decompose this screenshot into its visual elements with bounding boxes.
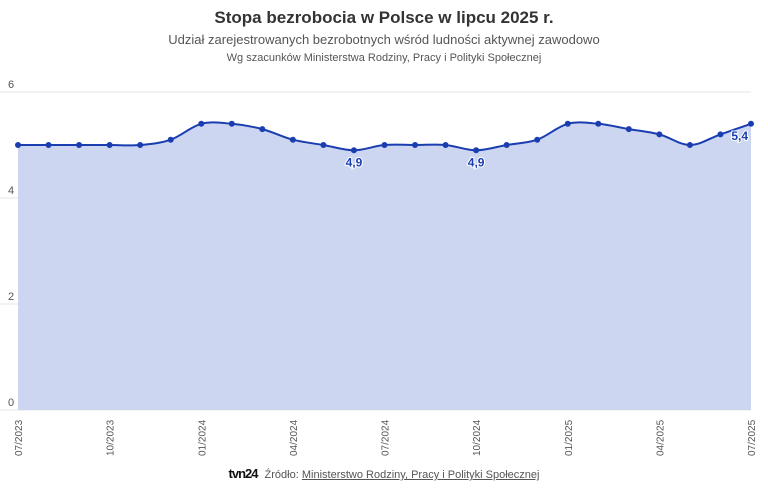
data-label: 4,9 bbox=[468, 155, 485, 169]
data-point bbox=[228, 120, 235, 127]
x-tick-label: 10/2023 bbox=[106, 419, 117, 456]
data-point bbox=[167, 136, 174, 143]
area-fill bbox=[18, 122, 751, 411]
data-point bbox=[198, 120, 205, 127]
footer: tvn24 Źródło: Ministerstwo Rodziny, Prac… bbox=[0, 466, 768, 481]
data-point bbox=[686, 142, 693, 148]
chart-note: Wg szacunków Ministerstwa Rodziny, Pracy… bbox=[226, 52, 542, 64]
data-point bbox=[289, 136, 296, 143]
y-tick-label: 0 bbox=[8, 397, 14, 409]
data-point bbox=[717, 131, 724, 138]
x-tick-label: 01/2025 bbox=[564, 419, 575, 456]
chart-title: Stopa bezrobocia w Polsce w lipcu 2025 r… bbox=[214, 8, 554, 27]
data-point bbox=[656, 131, 663, 138]
data-point bbox=[259, 126, 266, 133]
data-point bbox=[320, 142, 327, 148]
y-tick-label: 6 bbox=[8, 79, 14, 91]
x-tick-label: 07/2025 bbox=[747, 419, 758, 456]
source-link[interactable]: Ministerstwo Rodziny, Pracy i Polityki S… bbox=[301, 469, 540, 481]
x-tick-label: 01/2024 bbox=[197, 419, 208, 456]
data-point bbox=[442, 142, 449, 148]
data-point bbox=[45, 142, 52, 148]
data-point bbox=[748, 120, 754, 127]
data-point bbox=[564, 120, 571, 127]
data-label: 4,9 bbox=[346, 155, 363, 169]
chart-subtitle: Udział zarejestrowanych bezrobotnych wśr… bbox=[168, 32, 600, 47]
data-label: 5,4 bbox=[731, 129, 748, 143]
data-point bbox=[534, 136, 541, 143]
data-point bbox=[15, 142, 21, 148]
source-label: Źródło: bbox=[264, 469, 299, 481]
x-tick-label: 07/2024 bbox=[381, 419, 392, 456]
x-tick-label: 04/2025 bbox=[655, 419, 666, 456]
data-point bbox=[106, 142, 113, 148]
data-point bbox=[412, 142, 419, 148]
data-point bbox=[381, 142, 388, 148]
data-point bbox=[595, 120, 602, 127]
x-tick-label: 10/2024 bbox=[472, 419, 483, 456]
data-point bbox=[473, 147, 480, 154]
data-point bbox=[350, 147, 357, 154]
x-tick-label: 04/2024 bbox=[289, 419, 300, 456]
data-point bbox=[137, 142, 144, 148]
data-point bbox=[503, 142, 510, 148]
data-point bbox=[76, 142, 83, 148]
tvn24-logo: tvn24 bbox=[228, 466, 259, 481]
data-point bbox=[625, 126, 632, 133]
x-tick-label: 07/2023 bbox=[14, 419, 25, 456]
y-tick-label: 2 bbox=[8, 291, 14, 303]
y-tick-label: 4 bbox=[8, 185, 14, 197]
